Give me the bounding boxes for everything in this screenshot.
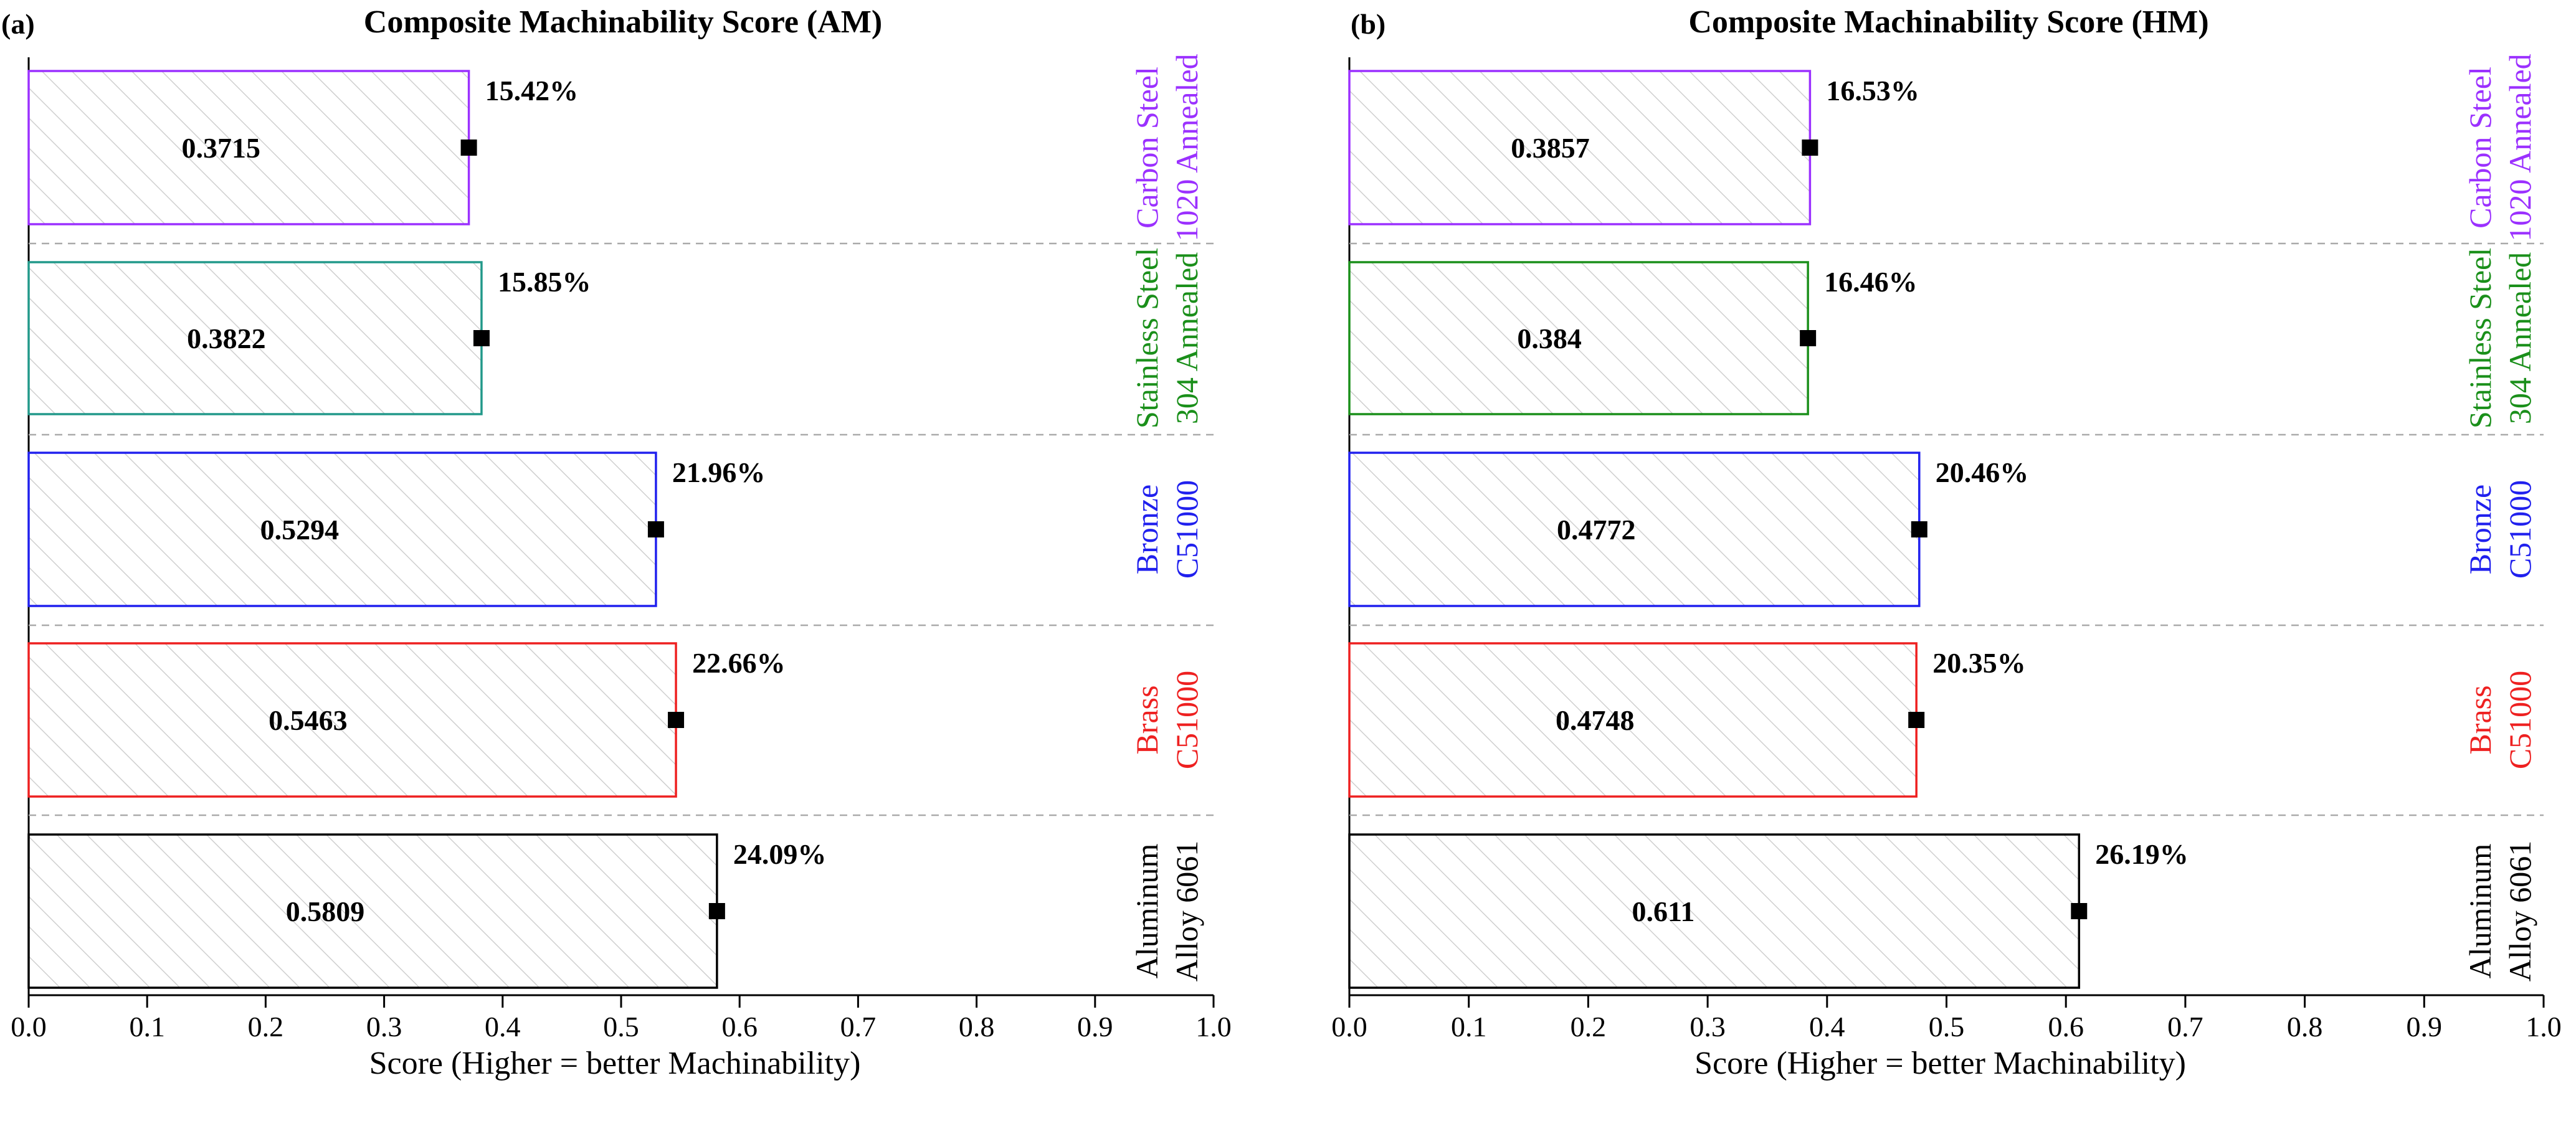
panel-label: (b) bbox=[1351, 8, 1385, 40]
bar-value-label: 0.5809 bbox=[286, 896, 365, 927]
category-label-line1: Aluminum bbox=[1129, 844, 1164, 979]
x-tick-label: 0.2 bbox=[1571, 1011, 1607, 1043]
category-label-line1: Brass bbox=[2463, 685, 2498, 754]
category-label-line1: Aluminum bbox=[2463, 844, 2498, 979]
category-label-line1: Brass bbox=[1129, 685, 1164, 754]
chart-title: Composite Machinability Score (HM) bbox=[1688, 4, 2208, 40]
bar-percent-label: 22.66% bbox=[692, 647, 786, 679]
bar-end-marker bbox=[2071, 903, 2088, 919]
bar-percent-label: 16.46% bbox=[1824, 266, 1918, 298]
x-tick-label: 0.9 bbox=[1077, 1011, 1113, 1043]
bar-percent-label: 20.46% bbox=[1936, 456, 2029, 488]
bar bbox=[1348, 642, 1918, 798]
x-tick-label: 0.2 bbox=[248, 1011, 284, 1043]
bar-end-marker bbox=[1911, 521, 1927, 537]
x-tick-label: 1.0 bbox=[1195, 1011, 1232, 1043]
bar bbox=[27, 261, 483, 415]
bar-percent-label: 20.35% bbox=[1932, 647, 2026, 679]
bar-end-marker bbox=[1908, 712, 1925, 728]
bar-value-label: 0.3822 bbox=[187, 323, 266, 354]
category-label-line2: 1020 Annealed bbox=[2502, 54, 2537, 241]
bar bbox=[27, 70, 470, 225]
category-label-line2: 1020 Annealed bbox=[1169, 54, 1204, 241]
bar-value-label: 0.384 bbox=[1517, 323, 1582, 354]
chart-panel-a: (a) Composite Machinability Score (AM) 0.0… bbox=[1, 4, 1232, 1081]
category-label-line2: Alloy 6061 bbox=[1169, 841, 1204, 981]
x-tick-label: 0.4 bbox=[485, 1011, 521, 1043]
x-tick-label: 0.6 bbox=[721, 1011, 758, 1043]
bar-end-marker bbox=[1800, 330, 1817, 346]
x-tick-label: 0.7 bbox=[840, 1011, 877, 1043]
bar bbox=[27, 642, 677, 798]
bar-value-label: 0.5294 bbox=[260, 514, 340, 546]
x-tick-label: 1.0 bbox=[2526, 1011, 2562, 1043]
bar-percent-label: 21.96% bbox=[672, 456, 766, 488]
bar-end-marker bbox=[708, 903, 725, 919]
category-label-line1: Carbon Steel bbox=[1129, 67, 1164, 229]
category-label-line2: 304 Annealed bbox=[2502, 252, 2537, 424]
bar bbox=[1348, 452, 1921, 607]
x-tick-label: 0.3 bbox=[366, 1011, 402, 1043]
category-label-line2: C51000 bbox=[2502, 480, 2537, 579]
x-tick-label: 0.4 bbox=[1809, 1011, 1845, 1043]
x-tick-label: 0.7 bbox=[2167, 1011, 2203, 1043]
bar-end-marker bbox=[1802, 140, 1818, 156]
bar-percent-label: 15.42% bbox=[485, 75, 579, 106]
category-label-line1: Bronze bbox=[1129, 485, 1164, 574]
chart-title: Composite Machinability Score (AM) bbox=[364, 4, 882, 40]
bar-value-label: 0.611 bbox=[1632, 896, 1694, 927]
category-label-line1: Stainless Steel bbox=[1129, 248, 1164, 428]
bar bbox=[1348, 261, 1809, 415]
x-tick-label: 0.0 bbox=[11, 1011, 47, 1043]
bar-end-marker bbox=[460, 140, 477, 156]
x-tick-label: 0.6 bbox=[2048, 1011, 2084, 1043]
bar bbox=[1348, 833, 2081, 989]
bar-percent-label: 24.09% bbox=[733, 838, 827, 870]
x-tick-label: 0.8 bbox=[2287, 1011, 2323, 1043]
x-tick-label: 0.1 bbox=[1451, 1011, 1487, 1043]
category-label-line1: Stainless Steel bbox=[2463, 248, 2498, 428]
bar-end-marker bbox=[647, 521, 664, 537]
x-tick-label: 0.1 bbox=[129, 1011, 165, 1043]
category-label-line2: C51000 bbox=[1169, 480, 1204, 579]
x-tick-label: 0.8 bbox=[959, 1011, 995, 1043]
x-tick-label: 0.5 bbox=[603, 1011, 639, 1043]
bar bbox=[27, 833, 718, 989]
category-label-line2: Alloy 6061 bbox=[2502, 841, 2537, 981]
bar-value-label: 0.3715 bbox=[182, 132, 261, 164]
bar-percent-label: 26.19% bbox=[2095, 838, 2189, 870]
bar-value-label: 0.5463 bbox=[269, 704, 348, 736]
bar-end-marker bbox=[668, 712, 685, 728]
bar-value-label: 0.4772 bbox=[1557, 514, 1636, 546]
bar-percent-label: 15.85% bbox=[498, 266, 591, 298]
x-tick-label: 0.3 bbox=[1690, 1011, 1726, 1043]
bar-value-label: 0.4748 bbox=[1556, 704, 1635, 736]
category-label-line1: Carbon Steel bbox=[2463, 67, 2498, 229]
category-label-line2: C51000 bbox=[2502, 671, 2537, 769]
bar-percent-label: 16.53% bbox=[1826, 75, 1919, 106]
bar-end-marker bbox=[473, 330, 490, 346]
chart-panel-b: (b) Composite Machinability Score (HM) 0.0… bbox=[1331, 4, 2562, 1081]
x-tick-label: 0.0 bbox=[1331, 1011, 1367, 1043]
category-label-line2: C51000 bbox=[1169, 671, 1204, 769]
bar bbox=[27, 452, 657, 607]
category-label-line1: Bronze bbox=[2463, 485, 2498, 574]
panel-label: (a) bbox=[1, 8, 35, 40]
category-label-line2: 304 Annealed bbox=[1169, 252, 1204, 424]
x-tick-label: 0.5 bbox=[1929, 1011, 1965, 1043]
x-tick-label: 0.9 bbox=[2407, 1011, 2443, 1043]
bar-value-label: 0.3857 bbox=[1511, 132, 1590, 164]
x-axis-label: Score (Higher = better Machinability) bbox=[1694, 1046, 2186, 1081]
x-axis-label: Score (Higher = better Machinability) bbox=[369, 1046, 861, 1081]
